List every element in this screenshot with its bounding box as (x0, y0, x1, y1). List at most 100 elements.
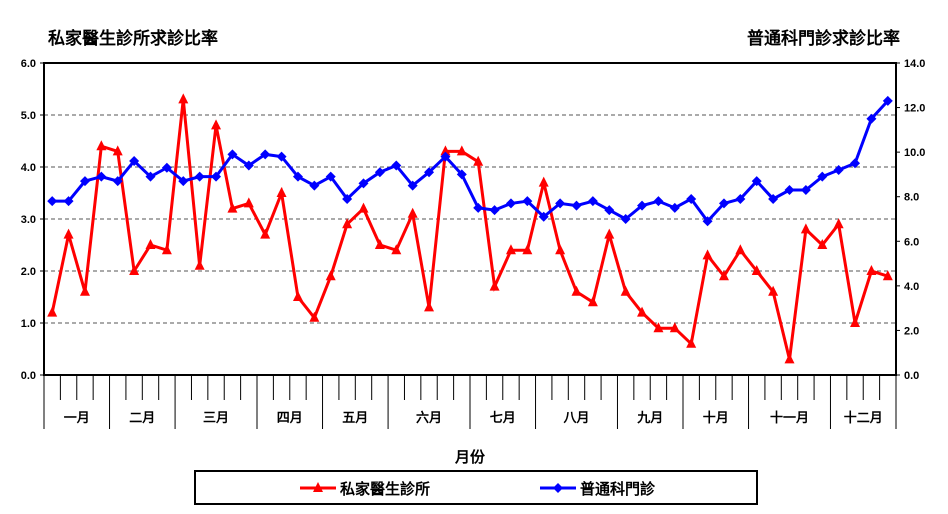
red-triangle-marker (292, 291, 303, 301)
y-right-tick-label: 14.0 (904, 58, 925, 70)
blue-diamond-marker (637, 200, 648, 211)
red-triangle-marker (505, 244, 516, 255)
red-triangle-marker (653, 322, 664, 333)
blue-diamond-marker (686, 193, 697, 204)
y-right-tick-label: 0.0 (904, 370, 919, 382)
blue-diamond-marker (145, 171, 156, 182)
red-triangle-marker (79, 285, 90, 296)
blue-diamond-marker (850, 158, 861, 169)
month-label: 十一月 (770, 410, 809, 425)
red-triangle-marker (260, 228, 271, 239)
blue-diamond-marker (817, 171, 828, 182)
legend-label: 私家醫生診所 (339, 480, 430, 498)
red-triangle-marker (473, 155, 484, 166)
red-triangle-marker (866, 265, 877, 275)
red-triangle-marker (424, 301, 435, 312)
y-left-tick-label: 6.0 (21, 58, 36, 70)
red-triangle-marker (620, 285, 631, 296)
blue-diamond-marker (211, 171, 222, 182)
red-triangle-marker (342, 218, 353, 229)
red-triangle-marker (522, 244, 533, 255)
y-left-tick-label: 1.0 (21, 318, 36, 330)
red-triangle-marker (243, 197, 254, 208)
blue-diamond-marker (161, 162, 172, 173)
blue-diamond-marker (391, 160, 402, 171)
blue-diamond-marker (243, 160, 254, 171)
blue-diamond-marker (358, 178, 369, 189)
month-label: 七月 (490, 410, 516, 425)
x-axis-label: 月份 (454, 448, 486, 466)
blue-diamond-marker (309, 180, 320, 191)
month-label: 十二月 (844, 410, 883, 425)
red-triangle-marker (538, 176, 549, 187)
blue-diamond-marker (751, 176, 762, 187)
red-triangle-marker (751, 265, 762, 275)
blue-diamond-marker (505, 198, 516, 209)
month-label: 六月 (416, 410, 442, 425)
red-triangle-marker (391, 244, 402, 255)
month-label: 五月 (342, 410, 368, 425)
blue-diamond-marker (768, 193, 779, 204)
blue-diamond-marker (112, 176, 123, 187)
blue-diamond-marker (424, 167, 435, 178)
blue-diamond-marker (669, 202, 680, 213)
y-right-tick-label: 12.0 (904, 103, 925, 115)
blue-diamond-marker (129, 156, 140, 167)
month-label: 十月 (703, 410, 729, 425)
blue-diamond-marker (47, 196, 58, 207)
y-right-tick-label: 2.0 (904, 325, 919, 337)
red-triangle-marker (358, 202, 369, 213)
blue-diamond-marker (653, 196, 664, 207)
y-right-tick-label: 10.0 (904, 147, 925, 159)
blue-diamond-marker (833, 164, 844, 175)
red-triangle-marker (325, 270, 336, 281)
y-left-tick-label: 2.0 (21, 266, 36, 278)
red-triangle-marker (735, 244, 746, 255)
red-triangle-marker (309, 311, 320, 322)
red-triangle-marker (489, 280, 500, 291)
legend-box (194, 470, 758, 505)
blue-diamond-marker (604, 205, 615, 216)
blue-diamond-marker (374, 167, 385, 178)
red-triangle-marker (227, 202, 238, 213)
blue-diamond-marker (407, 180, 418, 191)
blue-diamond-marker (882, 95, 893, 106)
month-label: 二月 (129, 410, 155, 425)
blue-diamond-marker (555, 198, 566, 209)
red-triangle-marker (604, 228, 615, 239)
legend-diamond-marker (553, 483, 563, 493)
red-triangle-marker (817, 239, 828, 249)
blue-diamond-marker (325, 171, 336, 182)
blue-diamond-marker (620, 214, 631, 224)
legend-label: 普通科門診 (580, 480, 656, 498)
y-right-tick-label: 8.0 (904, 192, 919, 204)
blue-diamond-marker (800, 185, 811, 196)
blue-diamond-marker (784, 185, 795, 196)
blue-diamond-marker (292, 171, 303, 182)
month-label: 三月 (203, 410, 229, 425)
blue-diamond-marker (456, 169, 467, 180)
blue-diamond-marker (342, 193, 353, 204)
red-triangle-marker (96, 140, 107, 151)
y-left-tick-label: 0.0 (21, 370, 36, 382)
y-left-tick-label: 3.0 (21, 214, 36, 226)
red-triangle-marker (145, 239, 156, 249)
red-triangle-marker (211, 119, 222, 130)
blue-diamond-marker (440, 151, 451, 162)
y-right-tick-label: 6.0 (904, 236, 919, 248)
month-label: 一月 (64, 410, 90, 425)
right-axis-title: 普通科門診求診比率 (747, 29, 900, 49)
red-triangle-marker (571, 285, 582, 296)
blue-diamond-marker (735, 193, 746, 204)
red-triangle-marker (374, 239, 385, 249)
blue-diamond-marker (194, 171, 205, 182)
red-triangle-marker (129, 265, 140, 275)
blue-diamond-marker (866, 113, 877, 124)
blue-diamond-marker (178, 176, 189, 187)
blue-diamond-marker (538, 211, 549, 222)
red-triangle-marker (800, 223, 811, 234)
month-label: 四月 (277, 410, 303, 425)
blue-diamond-marker (227, 149, 238, 160)
